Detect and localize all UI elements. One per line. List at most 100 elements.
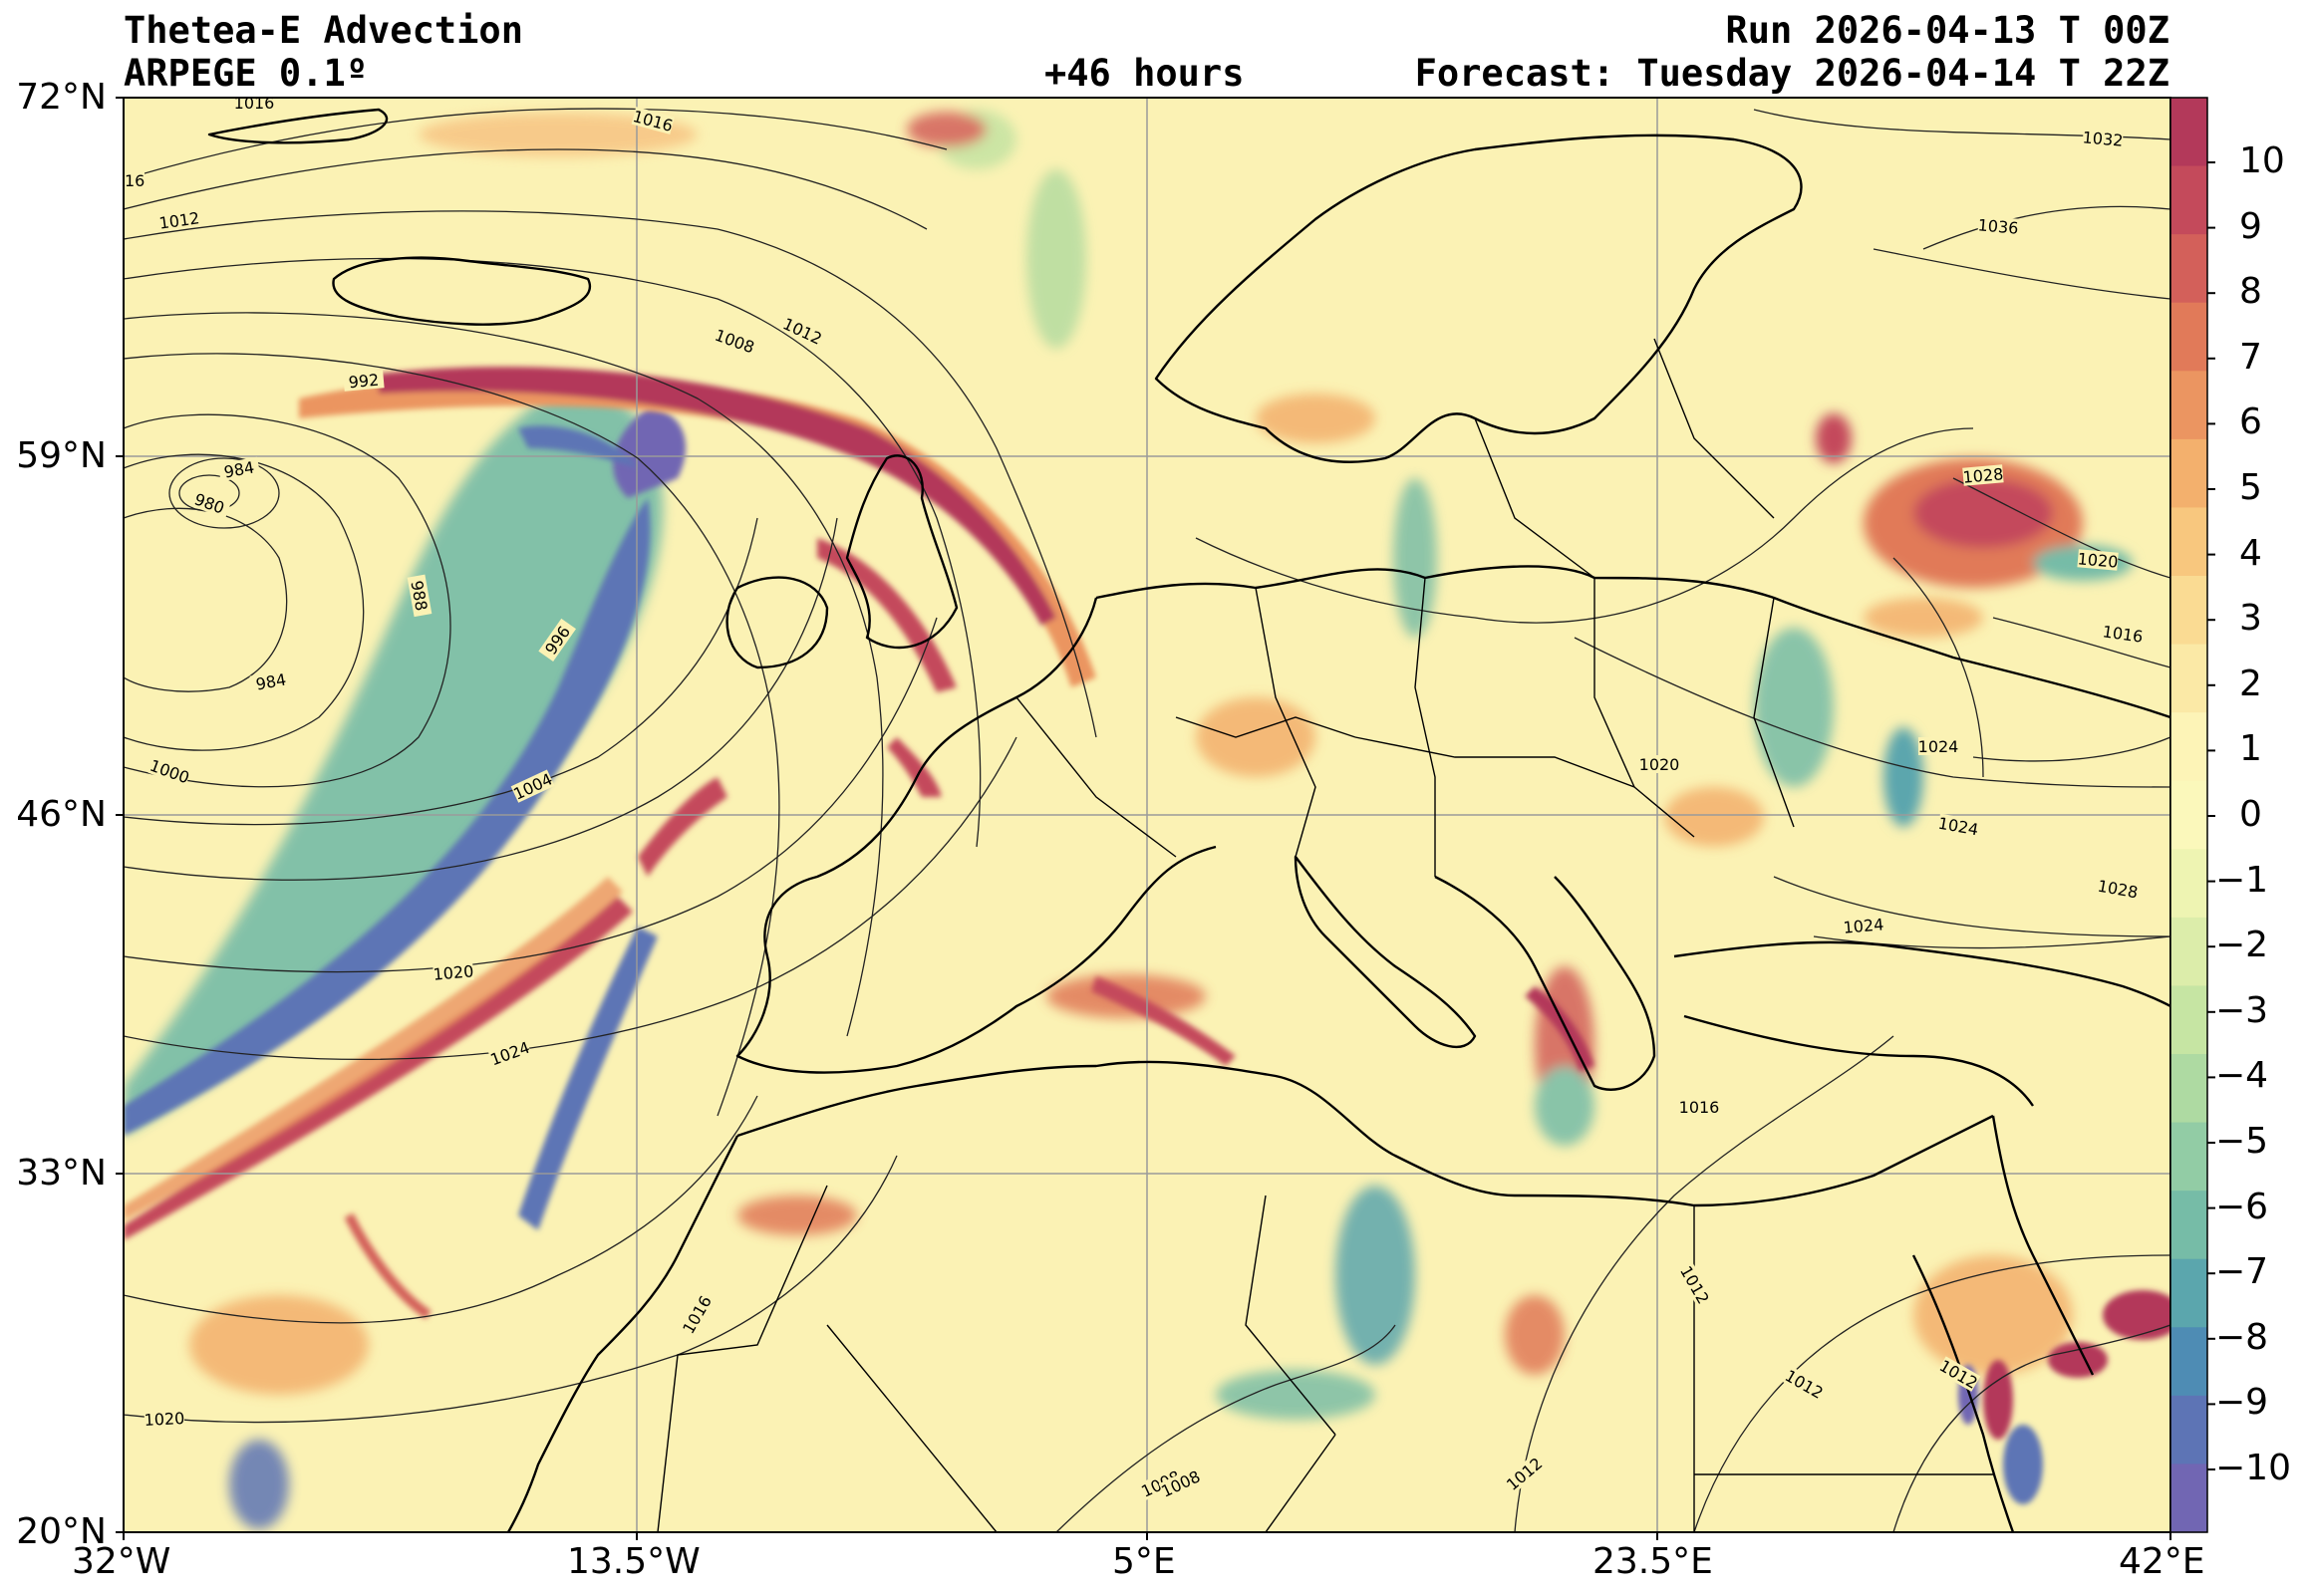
model-name: ARPEGE 0.1º: [124, 52, 369, 95]
map-title: Thetea-E Advection: [124, 9, 523, 52]
isobar-label-bg: [780, 314, 825, 348]
isobar-label-bg: [343, 370, 385, 392]
isobar-label: 1020: [1639, 755, 1680, 774]
isobar-label-bg: [124, 171, 144, 189]
isobar-label-bg: [1782, 1366, 1827, 1402]
colorbar-tick-label: 5: [2239, 467, 2262, 508]
colorbar-tick-label: 9: [2239, 205, 2262, 247]
lat-label-59n: 59°N: [16, 435, 107, 476]
lon-label-42e: 42°E: [2119, 1541, 2205, 1582]
colorbar-swatch: [2170, 1191, 2207, 1260]
colorbar-swatch: [2170, 576, 2207, 646]
isobar-labels: 1016101610121016101210089929849809889969…: [105, 98, 2145, 1501]
lat-label-46n: 46°N: [16, 794, 107, 835]
warm-anomaly-east: [1816, 413, 2133, 827]
colorbar-swatch: [2170, 165, 2207, 235]
colorbar-tick-label: 0: [2239, 794, 2262, 835]
isobar-label-bg: [217, 456, 261, 482]
colorbar-swatch: [2170, 849, 2207, 919]
isobar-label: 1032: [2082, 128, 2124, 149]
lat-label-20n: 20°N: [16, 1511, 107, 1552]
cold-front-band: [124, 389, 687, 1136]
isobar-label-bg: [679, 1292, 715, 1337]
colorbar-swatch: [2170, 1054, 2207, 1124]
colorbar-tick-label: −6: [2215, 1186, 2269, 1227]
colorbar-swatch: [2170, 917, 2207, 987]
colorbar-tick-label: −3: [2215, 989, 2269, 1031]
colorbar-swatch: [2170, 1327, 2207, 1397]
isobar-label-bg: [249, 668, 293, 694]
lon-label-13-5w: 13.5°W: [567, 1541, 701, 1582]
colorbar-swatch: [2170, 712, 2207, 782]
colorbar-swatch: [2170, 507, 2207, 577]
isobar-label-bg: [157, 208, 200, 232]
lat-label-33n: 33°N: [16, 1153, 107, 1194]
isobar-label-bg: [538, 618, 577, 662]
colorbar-swatch: [2170, 1258, 2207, 1328]
isobar-label-bg: [1843, 915, 1884, 936]
lon-label-32w: 32°W: [72, 1541, 171, 1582]
isobar-label-bg: [1936, 813, 1980, 839]
graticule: [124, 98, 2170, 1532]
colorbar-swatch: [2170, 234, 2207, 304]
isobar-label-bg: [407, 574, 433, 618]
colorbar-tick-label: −9: [2215, 1382, 2269, 1424]
colorbar-tick-label: −7: [2215, 1251, 2269, 1293]
colorbar: [2169, 97, 2215, 1533]
colorbar-swatch: [2170, 371, 2207, 440]
isobar-label-bg: [1158, 1466, 1203, 1500]
colorbar-swatch: [2170, 302, 2207, 372]
forecast-time: Forecast: Tuesday 2026-04-14 T 22Z: [1414, 52, 2169, 95]
isobar-label-bg: [1918, 737, 1958, 755]
isobar-label: 1024: [1918, 737, 1959, 756]
colorbar-swatch: [2170, 98, 2207, 167]
lat-label-72n: 72°N: [16, 77, 107, 118]
isobar-label: 1016: [1679, 1098, 1720, 1117]
run-time: Run 2026-04-13 T 00Z: [1725, 9, 2169, 52]
warm-front-bands: [124, 777, 727, 1320]
colorbar-tick-label: −8: [2215, 1316, 2269, 1358]
isobar-label-bg: [1936, 1356, 1981, 1392]
colorbar-tick-label: −2: [2215, 925, 2269, 966]
colorbar-swatch: [2170, 1395, 2207, 1465]
isobar-label: 1016: [105, 171, 145, 190]
colorbar-swatch: [2170, 1463, 2207, 1533]
colorbar-tick-label: 2: [2239, 663, 2262, 704]
colorbar-swatch: [2170, 1122, 2207, 1192]
isobar-label: 992: [348, 371, 380, 393]
lon-label-5e: 5°E: [1112, 1541, 1176, 1582]
isobar-label-bg: [2077, 549, 2119, 571]
colorbar-swatch: [2170, 985, 2207, 1055]
lon-label-23-5e: 23.5°E: [1592, 1541, 1713, 1582]
borders: [657, 338, 1993, 1532]
isobar-label-bg: [1503, 1454, 1546, 1493]
colorbar-tick-label: −1: [2215, 859, 2269, 901]
colorbar-tick-label: 4: [2239, 532, 2262, 574]
isobar-label-bg: [1977, 215, 2019, 237]
isobar-label-bg: [1677, 1262, 1713, 1307]
isobar-label-bg: [1639, 755, 1679, 773]
isobar-label-bg: [433, 961, 474, 983]
isobar-label: 1028: [1962, 464, 2004, 486]
colorbar-swatch: [2170, 644, 2207, 713]
colorbar-tick-label: 1: [2239, 728, 2262, 770]
isobar-label-bg: [713, 325, 757, 357]
colorbar-tick-label: −10: [2215, 1448, 2291, 1488]
isobar-label-bg: [144, 1408, 185, 1430]
isobar-label-bg: [1962, 464, 2004, 486]
colorbar-tick-label: 3: [2239, 598, 2262, 640]
isobars: [124, 108, 2170, 1532]
isobar-label: 1020: [144, 1409, 185, 1430]
isobar-label: 1020: [2077, 549, 2119, 571]
colorbar-tick-label: 8: [2239, 271, 2262, 313]
colorbar-tick-label: 7: [2239, 336, 2262, 378]
isobar-label-bg: [2096, 876, 2140, 902]
colorbar-tick-label: 6: [2239, 401, 2262, 443]
isobar-label-bg: [631, 107, 675, 134]
isobar-label-bg: [1679, 1098, 1719, 1116]
isobar-label-bg: [187, 487, 232, 519]
isobar-label: 1036: [1977, 215, 2019, 237]
colorbar-swatch: [2170, 438, 2207, 509]
isobar-label-bg: [487, 1037, 532, 1069]
